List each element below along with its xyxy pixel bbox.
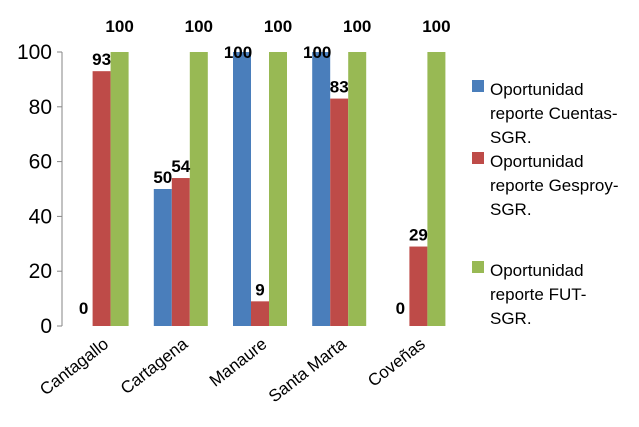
bar [409, 246, 428, 326]
legend: Oportunidad reporte Cuentas- SGR. Oportunid… [472, 80, 619, 328]
y-tick-label: 40 [29, 205, 52, 228]
x-category-label: Santa Marta [265, 334, 350, 406]
bar [110, 52, 129, 326]
legend-label: reporte Gesproy- [490, 176, 619, 195]
bar [233, 52, 251, 326]
bar [189, 52, 208, 326]
bars [92, 52, 446, 327]
y-tick-label: 60 [29, 151, 52, 174]
x-category-label: Cantagallo [36, 334, 112, 399]
legend-label: SGR. [490, 128, 532, 147]
data-label: 0 [396, 299, 405, 318]
data-label: 54 [171, 157, 190, 176]
legend-swatch [472, 80, 484, 92]
bar [330, 98, 349, 326]
data-label: 100 [422, 17, 450, 36]
x-category-label: Coveñas [364, 334, 429, 390]
bar [251, 301, 269, 326]
data-label: 100 [264, 17, 292, 36]
bar [427, 52, 446, 326]
legend-label: Oportunidad [490, 152, 584, 171]
y-tick-label: 20 [29, 260, 52, 283]
bar [171, 178, 190, 326]
y-tick-label: 100 [17, 41, 52, 64]
y-tick-label: 0 [40, 315, 52, 338]
data-label: 100 [224, 43, 252, 62]
y-axis: 0 20 40 60 80 100 [17, 41, 63, 338]
legend-label: SGR. [490, 309, 532, 328]
x-category-label: Manaure [206, 334, 271, 390]
data-label: 0 [79, 299, 88, 318]
data-label: 100 [343, 17, 371, 36]
bar [92, 71, 111, 327]
data-label: 100 [185, 17, 213, 36]
data-label: 9 [255, 280, 264, 299]
data-label: 93 [92, 50, 111, 69]
legend-label: reporte Cuentas- [490, 104, 618, 123]
legend-label: Oportunidad [490, 80, 584, 99]
legend-label: SGR. [490, 200, 532, 219]
bar [312, 52, 331, 326]
bar [269, 52, 287, 326]
data-label: 83 [330, 78, 349, 97]
x-category-label: Cartagena [117, 334, 192, 398]
legend-label: reporte FUT- [490, 285, 586, 304]
data-label: 100 [303, 43, 331, 62]
legend-label: Oportunidad [490, 261, 584, 280]
legend-swatch [472, 152, 484, 164]
legend-swatch [472, 261, 484, 273]
bar [153, 189, 172, 326]
data-label: 29 [409, 226, 428, 245]
y-tick-label: 80 [29, 96, 52, 119]
data-label: 50 [153, 168, 172, 187]
data-label: 100 [105, 17, 133, 36]
bar [348, 52, 367, 326]
